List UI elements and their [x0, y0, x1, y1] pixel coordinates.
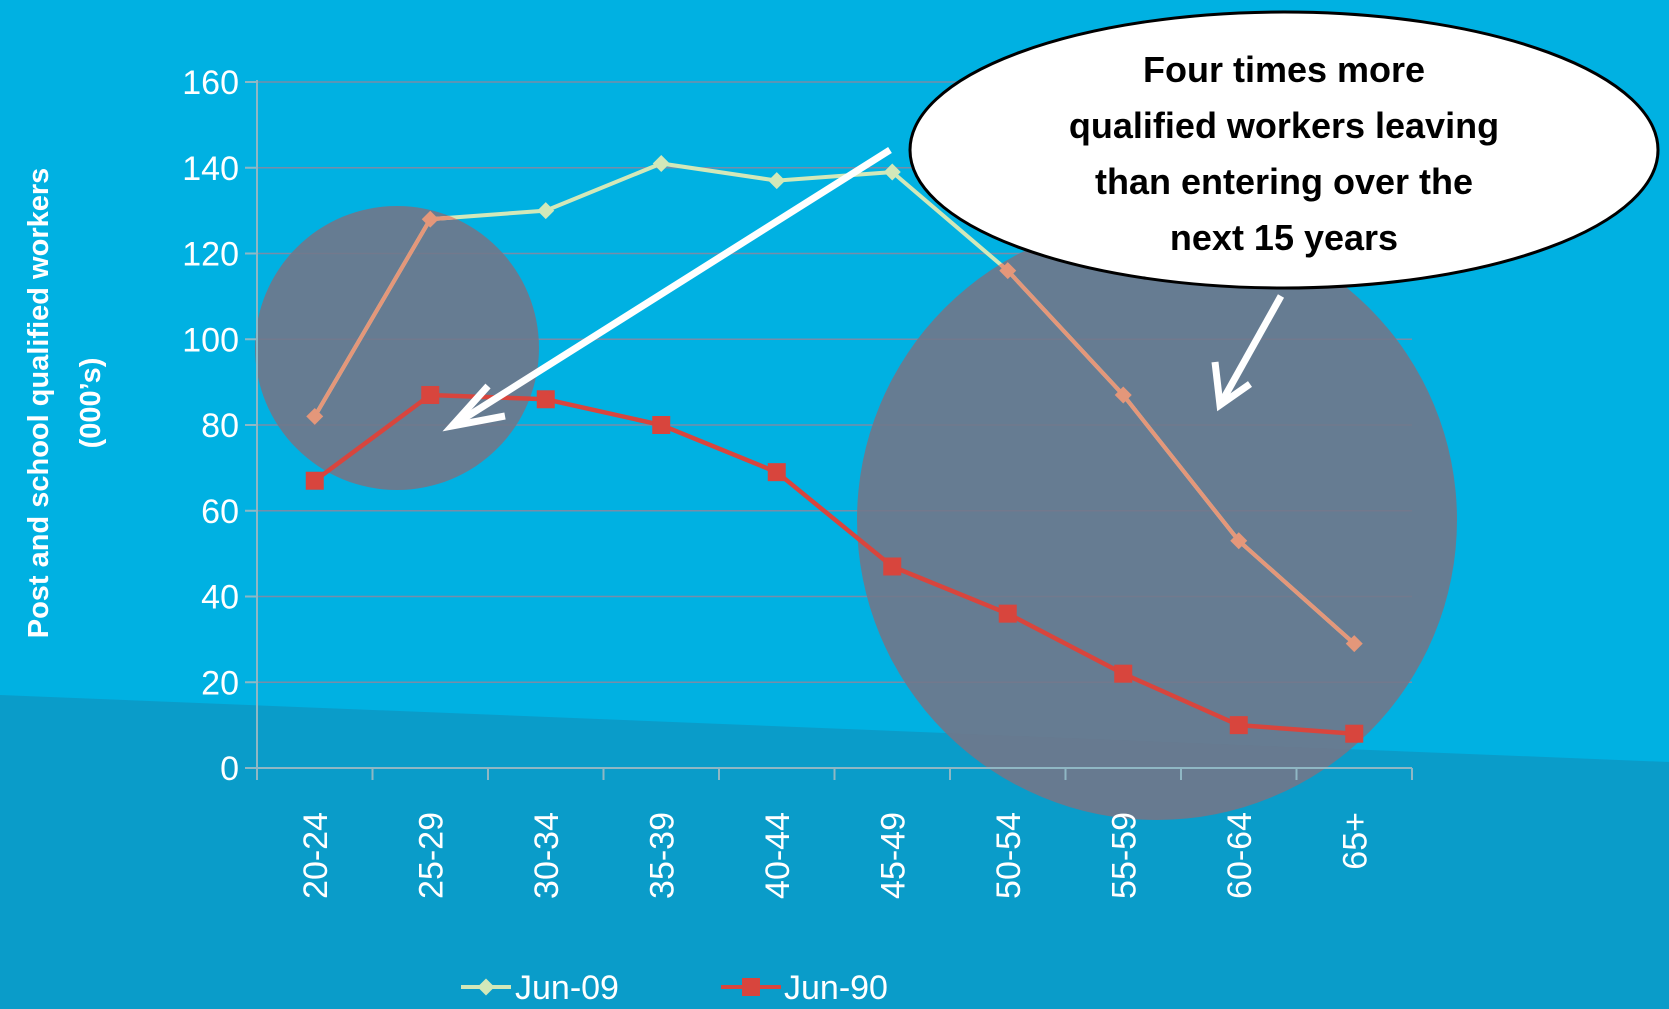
point-jun-09-30-34	[537, 202, 555, 220]
x-tick-label-20-24: 20-24	[297, 812, 335, 899]
legend-label-jun-09: Jun-09	[515, 969, 619, 1007]
callout-arrow-right-head	[1211, 361, 1253, 412]
legend-marker-jun-09	[477, 978, 495, 996]
y-tick-label-160: 160	[182, 64, 239, 102]
callout-arrow-left	[450, 147, 892, 429]
y-tick-label-0: 0	[220, 750, 239, 788]
y-tick-label-140: 140	[182, 150, 239, 188]
point-jun-09-20-24	[306, 407, 324, 425]
legend: Jun-09 Jun-90	[461, 969, 888, 1007]
y-tick-labels: 0 20 40 60 80 100 120 140 160	[182, 64, 239, 788]
callout-line-2: qualified workers leaving	[1069, 105, 1499, 146]
legend-label-jun-90: Jun-90	[784, 969, 888, 1007]
callout-arrow-left-head	[442, 383, 506, 432]
x-tick-label-50-54: 50-54	[990, 812, 1028, 899]
y-tick-label-20: 20	[201, 664, 239, 702]
point-jun-09-35-39	[652, 154, 670, 172]
x-tick-label-60-64: 60-64	[1221, 812, 1259, 899]
point-jun-90-65+	[1345, 724, 1364, 743]
x-tick-label-30-34: 30-34	[528, 812, 566, 899]
callout: Four times more qualified workers leavin…	[442, 10, 1660, 432]
y-tick-label-60: 60	[201, 493, 239, 531]
point-jun-90-55-59	[1114, 664, 1133, 683]
callout-arrow-right	[1216, 294, 1285, 407]
axes	[245, 80, 1413, 780]
legend-marker-jun-90	[742, 978, 760, 996]
y-tick-label-100: 100	[182, 321, 239, 359]
point-jun-90-35-39	[652, 416, 671, 434]
point-jun-90-20-24	[305, 471, 324, 490]
x-tick-label-45-49: 45-49	[874, 812, 912, 899]
x-tick-label-35-39: 35-39	[643, 812, 681, 899]
x-tick-label-25-29: 25-29	[412, 812, 450, 899]
y-tick-label-120: 120	[182, 236, 239, 274]
point-jun-09-45-49	[883, 163, 901, 181]
highlight-bubbles	[255, 206, 1457, 820]
point-jun-90-45-49	[883, 557, 902, 576]
y-axis-title-line-2: (000’s)	[75, 358, 107, 449]
y-axis-title: Post and school qualified workers (000’s…	[23, 168, 107, 639]
y-axis-title-line-1: Post and school qualified workers	[23, 168, 55, 639]
callout-line-3: than entering over the	[1095, 161, 1473, 202]
series-line-jun-90	[313, 392, 1355, 736]
x-tick-labels: 20-24 25-29 30-34 35-39 40-44 45-49 50-54 55-59…	[297, 812, 1375, 899]
point-jun-09-40-44	[768, 172, 786, 190]
point-jun-90-25-29	[421, 385, 440, 404]
point-jun-90-60-64	[1229, 716, 1248, 735]
y-tick-label-80: 80	[201, 407, 239, 445]
callout-bubble	[908, 10, 1660, 290]
point-jun-09-25-29	[421, 210, 439, 228]
x-tick-label-40-44: 40-44	[759, 812, 797, 899]
series-line-jun-09-highlight-leaving	[857, 220, 1356, 646]
x-tick-label-65+: 65+	[1336, 812, 1374, 870]
callout-line-1: Four times more	[1143, 49, 1425, 90]
point-jun-90-40-44	[767, 463, 786, 482]
point-jun-90-50-54	[998, 604, 1017, 623]
highlight-bubble-entering	[255, 206, 539, 490]
point-jun-90-30-34	[536, 390, 555, 409]
point-jun-09-50-54	[999, 262, 1017, 280]
point-jun-09-60-64	[1230, 532, 1248, 550]
y-tick-label-40: 40	[201, 579, 239, 617]
series-lines	[305, 154, 1364, 743]
point-jun-09-65+	[1345, 635, 1363, 653]
highlight-bubble-leaving	[857, 220, 1457, 820]
x-tick-label-55-59: 55-59	[1105, 812, 1143, 899]
callout-line-4: next 15 years	[1170, 217, 1398, 258]
